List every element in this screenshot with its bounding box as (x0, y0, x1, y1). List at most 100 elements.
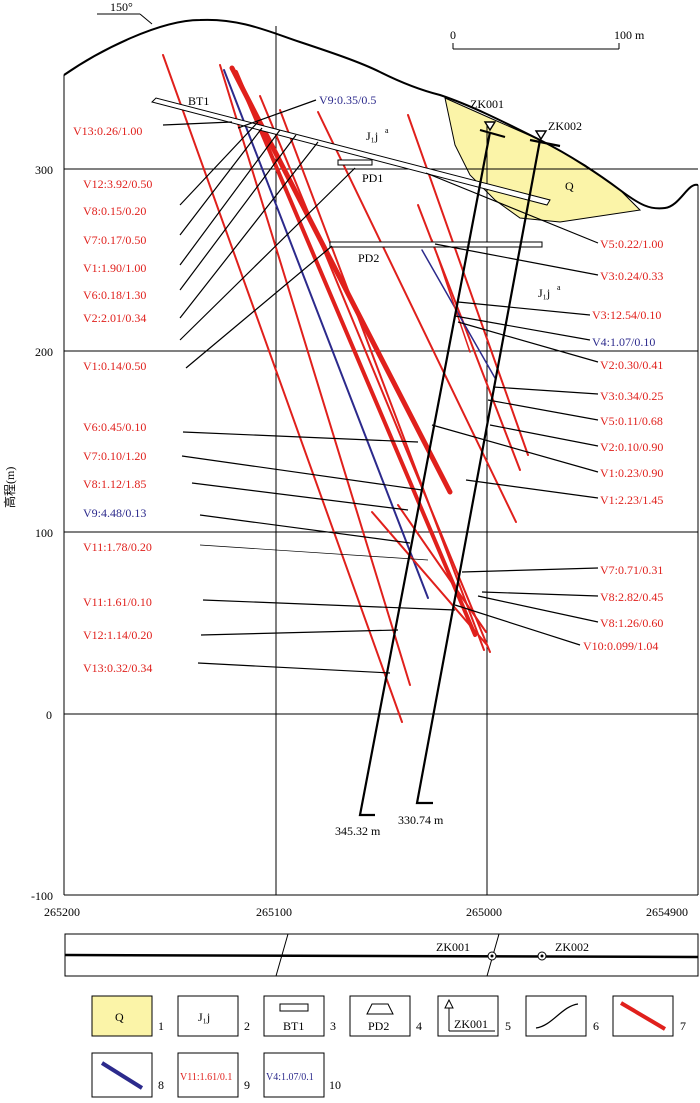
vein-label: V13:0.32/0.34 (83, 661, 152, 675)
legend-number: 6 (593, 1019, 599, 1033)
vein-label: V5:0.22/1.00 (600, 237, 663, 251)
vein-label: V7:0.17/0.50 (83, 233, 146, 247)
legend-swatch-formation (177, 995, 239, 1037)
vein-label-top: V9:0.35/0.5 (319, 93, 376, 107)
vein-label: V4:1.07/0.10 (592, 335, 655, 349)
vein-labels-right: V5:0.22/1.00 V3:0.24/0.33 V3:12.54/0.10 … (583, 237, 663, 653)
ore-vein (431, 239, 471, 353)
legend-swatch-blue-vein (91, 1052, 153, 1098)
vein-label: V2:0.10/0.90 (600, 440, 663, 454)
orientation-marker: 150° (97, 0, 153, 25)
vein-label: V11:1.61/0.10 (83, 595, 152, 609)
plan-zk002-label: ZK002 (555, 940, 589, 954)
legend-text: ZK001 (454, 1017, 488, 1031)
legend-swatch-boundary (525, 995, 587, 1037)
legend-number: 3 (330, 1019, 336, 1033)
x-tick: 265000 (466, 905, 502, 919)
ore-vein (371, 511, 488, 646)
x-tick: 265200 (44, 905, 80, 919)
vein-label: V8:0.15/0.20 (83, 204, 146, 218)
vein-label: V12:1.14/0.20 (83, 628, 152, 642)
adit-pd1 (337, 159, 373, 166)
vein-label: V11:1.78/0.20 (83, 540, 152, 554)
ore-vein (229, 65, 453, 495)
vein-label: V5:0.11/0.68 (600, 414, 663, 428)
y-axis: 300 200 100 0 -100 高程(m) (2, 163, 53, 903)
vein-label: V9:4.48/0.13 (83, 506, 146, 520)
vein-label: V1:2.23/1.45 (600, 493, 663, 507)
vein-label: V6:0.45/0.10 (83, 420, 146, 434)
leader-lines-left (162, 99, 456, 674)
ore-vein (234, 70, 477, 637)
y-tick: 300 (35, 163, 53, 177)
legend-number: 4 (416, 1019, 422, 1033)
vein-label: V12:3.92/0.50 (83, 177, 152, 191)
formation-superscript: a (557, 283, 561, 292)
legend-swatch-quaternary (91, 995, 153, 1037)
zk002-label: ZK002 (548, 119, 582, 133)
legend-number: 1 (158, 1019, 164, 1033)
vein-labels-left: V13:0.26/1.00 V12:3.92/0.50 V8:0.15/0.20… (73, 124, 152, 675)
plan-strip: ZK001 ZK002 (64, 933, 699, 977)
vein-label: V7:0.71/0.31 (600, 563, 663, 577)
adit-pd2-label: PD2 (358, 251, 379, 265)
plan-zk001-label: ZK001 (436, 940, 470, 954)
legend-number: 8 (158, 1078, 164, 1092)
vein-label: V3:0.34/0.25 (600, 389, 663, 403)
ore-vein (279, 109, 485, 651)
ore-vein (259, 95, 491, 653)
trench-bt1 (151, 97, 551, 206)
zk002-depth-label: 330.74 m (398, 813, 444, 827)
vein-label: V3:0.24/0.33 (600, 269, 663, 283)
legend-number: 10 (329, 1078, 341, 1092)
scale-bar-end: 100 m (614, 28, 645, 42)
legend-text: J₁j (198, 1010, 210, 1024)
vein-label: V6:0.18/1.30 (83, 288, 146, 302)
scale-bar-start: 0 (450, 28, 456, 42)
vein-label: V10:0.099/1.04 (583, 639, 658, 653)
formation-superscript: a (385, 126, 389, 135)
vein-label: V1:0.14/0.50 (83, 359, 146, 373)
zk001-depth-label: 345.32 m (335, 824, 381, 838)
section-frame (63, 26, 699, 896)
legend-text: V11:1.61/0.1 (180, 1072, 232, 1083)
y-tick: -100 (31, 889, 53, 903)
legend-swatch-adit (349, 995, 411, 1037)
legend-text: PD2 (368, 1019, 389, 1033)
vein-label: V7:0.10/1.20 (83, 449, 146, 463)
vein-label: V8:1.26/0.60 (600, 616, 663, 630)
vein-label: V1:1.90/1.00 (83, 261, 146, 275)
legend-swatch-red-label (177, 1052, 239, 1098)
legend-number: 9 (244, 1078, 250, 1092)
legend-swatch-blue-label (263, 1052, 325, 1098)
ore-vein (317, 111, 517, 523)
drillhole-zk002 (415, 139, 542, 805)
legend-text: Q (115, 1010, 124, 1024)
x-axis: 265200 265100 265000 2654900 (44, 905, 688, 919)
x-tick: 265100 (256, 905, 292, 919)
vein-label: V8:2.82/0.45 (600, 590, 663, 604)
legend-text: BT1 (283, 1019, 304, 1033)
scale-bar: 0 100 m (450, 28, 645, 50)
x-tick: 2654900 (646, 905, 688, 919)
vein-label: V2:0.30/0.41 (600, 358, 663, 372)
vein-label: V1:0.23/0.90 (600, 466, 663, 480)
ore-vein (162, 54, 403, 723)
ore-vein (397, 504, 487, 633)
legend-swatch-trench (263, 995, 325, 1037)
legend-text: V4:1.07/0.1 (266, 1072, 314, 1083)
vein-label: V3:12.54/0.10 (592, 308, 661, 322)
formation-label-lower: J₁j (538, 286, 550, 300)
y-axis-title: 高程(m) (2, 467, 17, 508)
y-tick: 0 (46, 708, 52, 722)
legend: Q 1 J₁j 2 BT1 3 PD2 4 ZK001 5 6 7 8 (91, 995, 686, 1098)
orientation-label: 150° (110, 0, 133, 14)
vein-label: V8:1.12/1.85 (83, 477, 146, 491)
trench-bt1-label: BT1 (188, 94, 209, 108)
feature-labels: BT1 PD1 PD2 Q ZK001 ZK002 J₁j a J₁j a 34… (188, 94, 582, 838)
topographic-profile (63, 18, 699, 210)
y-tick: 100 (35, 526, 53, 540)
zk001-label: ZK001 (470, 97, 504, 111)
quaternary-label: Q (565, 179, 574, 193)
drillhole-zk001 (358, 131, 492, 817)
